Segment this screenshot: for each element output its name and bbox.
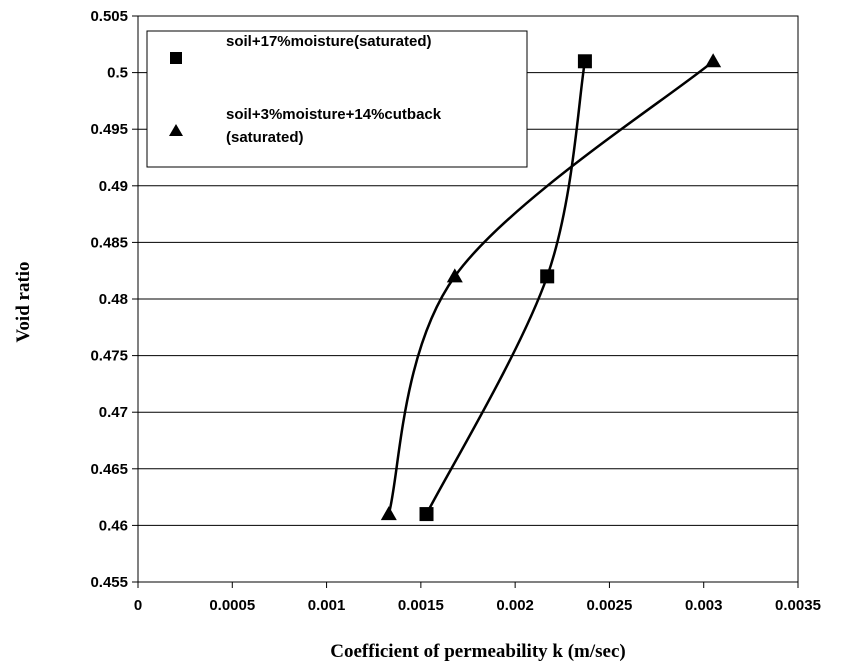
x-tick-label: 0.002 [496,597,534,614]
series-2-point [705,53,722,68]
legend-label-series-1: soil+17%moisture(saturated) [226,33,431,50]
axes [132,15,799,588]
x-tick-label: 0.0015 [398,597,444,614]
x-tick-label: 0.003 [685,597,723,614]
y-tick-labels: 0.455 0.46 0.465 0.47 0.475 0.48 0.485 0.49 0.49… [90,8,128,591]
y-tick-label: 0.46 [99,517,128,534]
legend-box [146,30,528,168]
x-axis-title: Coefficient of permeability k (m/sec) [330,641,625,662]
x-tick-label: 0.0035 [775,597,821,614]
x-tick-label: 0.0025 [586,597,632,614]
y-tick-label: 0.48 [99,291,128,308]
series-markers [380,53,722,522]
series-2-point [446,268,463,283]
series-1-point [419,507,434,522]
y-tick-label: 0.465 [90,461,128,478]
y-tick-label: 0.455 [90,574,128,591]
x-tick-labels: 0 0.0005 0.001 0.0015 0.002 0.0025 0.003 0.0035 [134,597,821,614]
y-axis-title: Void ratio [13,261,34,342]
series-2-point [380,506,397,521]
y-tick-label: 0.485 [90,234,128,251]
series-1-point [577,54,592,69]
legend: soil+17%moisture(saturated) soil+3%moist… [146,30,528,168]
x-tick-label: 0.0005 [209,597,255,614]
legend-label-series-2-line-2: (saturated) [226,129,304,146]
x-tick-label: 0 [134,597,142,614]
y-tick-label: 0.5 [107,65,128,82]
y-tick-label: 0.475 [90,348,128,365]
y-tick-label: 0.495 [90,121,128,138]
plot-frame [137,15,799,583]
legend-marker-triangle [169,124,183,136]
y-tick-label: 0.49 [99,178,128,195]
y-tick-label: 0.47 [99,404,128,421]
series-1-point [540,269,555,284]
legend-marker-square [170,52,182,64]
legend-label-series-2-line-1: soil+3%moisture+14%cutback [226,106,442,123]
y-tick-label: 0.505 [90,8,128,25]
x-tick-label: 0.001 [308,597,346,614]
